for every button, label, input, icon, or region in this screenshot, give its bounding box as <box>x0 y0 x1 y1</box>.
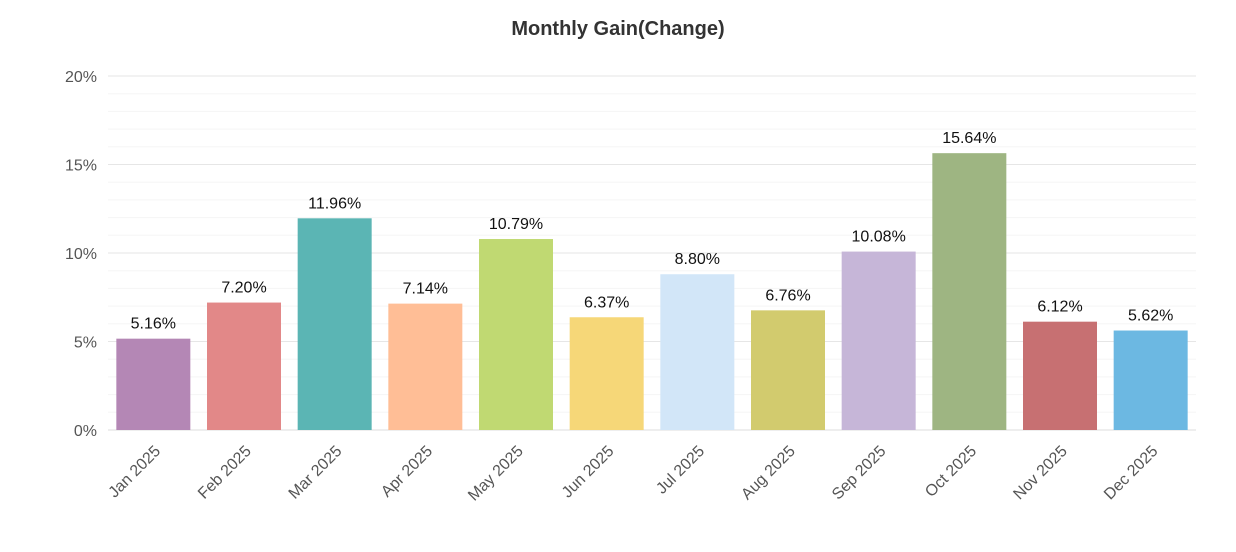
bar <box>1113 330 1188 430</box>
data-labels: 5.16% 7.20% 11.96% 7.14% 10.79% 6.37% 8.80% 6.7… <box>131 130 1174 332</box>
data-label: 7.14% <box>403 281 448 298</box>
y-tick-label: 5% <box>74 335 97 352</box>
x-tick-label: Apr 2025 <box>378 443 436 501</box>
data-label: 7.20% <box>221 280 266 297</box>
y-tick-label: 0% <box>74 423 97 440</box>
bar <box>841 251 916 430</box>
data-label: 11.96% <box>308 195 361 212</box>
bar <box>932 153 1007 430</box>
x-tick-label: Dec 2025 <box>1101 443 1162 504</box>
bar <box>1023 321 1097 430</box>
x-tick-label: Aug 2025 <box>738 443 799 504</box>
data-label: 6.37% <box>584 294 629 311</box>
x-tick-label: May 2025 <box>465 443 527 505</box>
grid <box>108 75 1196 431</box>
y-axis: 0% 5% 10% 15% 20% <box>65 69 97 440</box>
x-tick-label: Feb 2025 <box>195 443 255 503</box>
bar <box>116 338 191 430</box>
chart-title: Monthly Gain(Change) <box>511 18 724 40</box>
data-label: 6.12% <box>1037 299 1082 316</box>
x-tick-label: Nov 2025 <box>1010 443 1071 504</box>
bars <box>116 153 1188 430</box>
bar <box>751 310 825 430</box>
x-tick-label: Sep 2025 <box>829 443 890 504</box>
y-tick-label: 20% <box>65 69 97 86</box>
x-tick-label: Jul 2025 <box>653 443 708 498</box>
data-label: 5.62% <box>1128 308 1173 325</box>
x-axis: Jan 2025 Feb 2025 Mar 2025 Apr 2025 May 2025… <box>106 443 1162 505</box>
bar <box>388 303 463 430</box>
y-tick-label: 10% <box>65 246 97 263</box>
x-tick-label: Jun 2025 <box>559 443 618 502</box>
bar <box>660 274 735 430</box>
bar <box>207 302 281 430</box>
data-label: 5.16% <box>131 316 176 333</box>
data-label: 8.80% <box>675 251 720 268</box>
data-label: 15.64% <box>942 130 996 147</box>
x-tick-label: Mar 2025 <box>286 443 346 503</box>
bar <box>297 218 372 430</box>
x-tick-label: Jan 2025 <box>106 443 165 502</box>
bar <box>479 239 553 430</box>
data-label: 10.79% <box>489 216 543 233</box>
x-tick-label: Oct 2025 <box>922 443 980 501</box>
data-label: 10.08% <box>852 229 906 246</box>
bar <box>569 317 644 430</box>
y-tick-label: 15% <box>65 158 97 175</box>
data-label: 6.76% <box>765 287 810 304</box>
